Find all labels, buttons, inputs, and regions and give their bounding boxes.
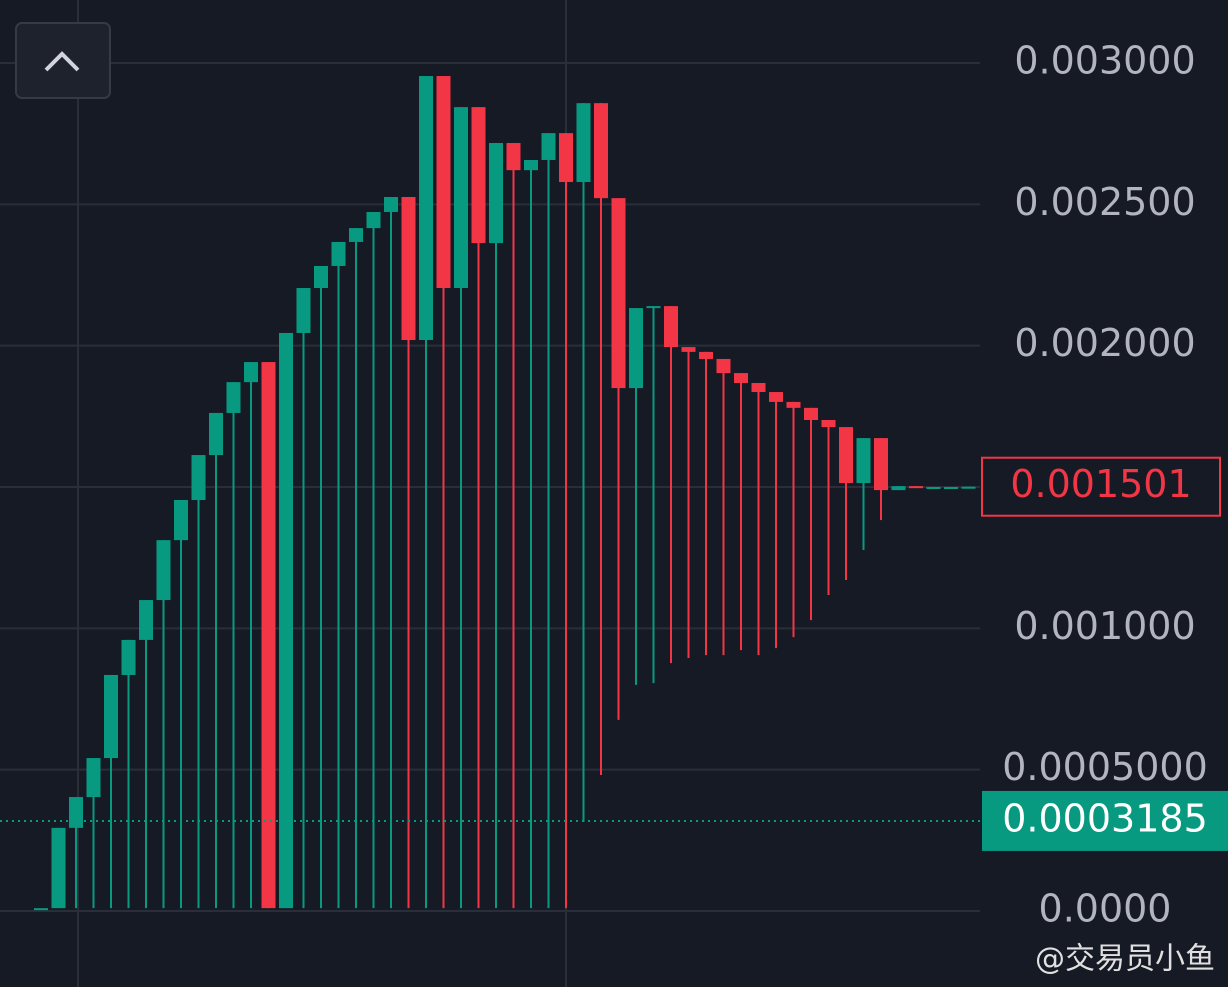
candle-body [926,486,941,489]
candle-body [786,401,801,408]
candle-body [366,211,381,229]
y-tick-label: 0.002000 [1014,321,1195,365]
watermark: @交易员小鱼 [1035,942,1215,977]
candle-body [314,265,328,289]
candle-body [874,438,888,491]
candle-body [331,241,346,266]
candle-body [541,133,556,160]
candle-body [611,198,626,389]
candle-body [156,540,171,601]
candle-body [629,308,643,389]
candle-body [191,455,206,501]
button-frame[interactable] [15,22,111,99]
candle-body [856,438,871,484]
candle-body [699,351,713,359]
candle-body [209,412,223,456]
axis: 0.0000 0.0005000 0.001000 0.002000 0.002500 0… [0,39,1228,930]
candle-body [664,306,678,348]
candle-body [436,76,451,289]
candle-body [909,486,923,489]
candle-body [734,373,748,383]
candle-body [69,797,83,828]
candle-body [51,827,66,909]
candle-body [261,362,276,909]
candle-body [646,306,661,309]
candle-body [279,332,293,909]
candle-body [86,758,101,798]
candle-body [139,600,153,640]
collapse-button[interactable] [15,22,111,99]
y-tick-label: 0.003000 [1014,39,1195,83]
candle-body [226,382,241,413]
candle-body [559,133,573,183]
candle-body [401,197,416,341]
candle-body [244,362,258,383]
candle-body [121,639,136,675]
candle-body [174,500,188,541]
candle-body [454,107,468,289]
candle-body [384,197,398,212]
candle-body [489,143,503,244]
candle-body [681,347,696,352]
candle-body [349,228,363,242]
candle-body [576,103,591,183]
price-tag-label: 0.0003185 [1002,796,1208,840]
candle-body [506,143,521,171]
candle-body [419,76,433,341]
y-tick-label: 0.0000 [1039,886,1172,930]
candle-body [821,420,836,428]
candle-body [471,107,486,244]
candle-body [716,358,731,374]
candle-body [751,382,766,393]
candle-body [961,486,976,489]
candle-body [524,159,538,171]
chevron-icon [44,51,80,72]
candle-body [769,392,783,402]
candle-body [104,674,118,759]
candle-body [839,427,853,484]
price-tag-label: 0.001501 [1010,462,1191,506]
candle-body [594,103,608,199]
candle-body [944,486,958,489]
candle-body [296,288,311,333]
y-tick-label: 0.0005000 [1002,745,1208,789]
y-tick-label: 0.002500 [1014,180,1195,224]
price-tag [981,456,1221,517]
candle-body [804,407,818,421]
candle-body [891,486,906,491]
candle-body [34,908,48,911]
candles [34,76,976,911]
price-tag [982,790,1228,851]
y-tick-label: 0.001000 [1014,604,1195,648]
